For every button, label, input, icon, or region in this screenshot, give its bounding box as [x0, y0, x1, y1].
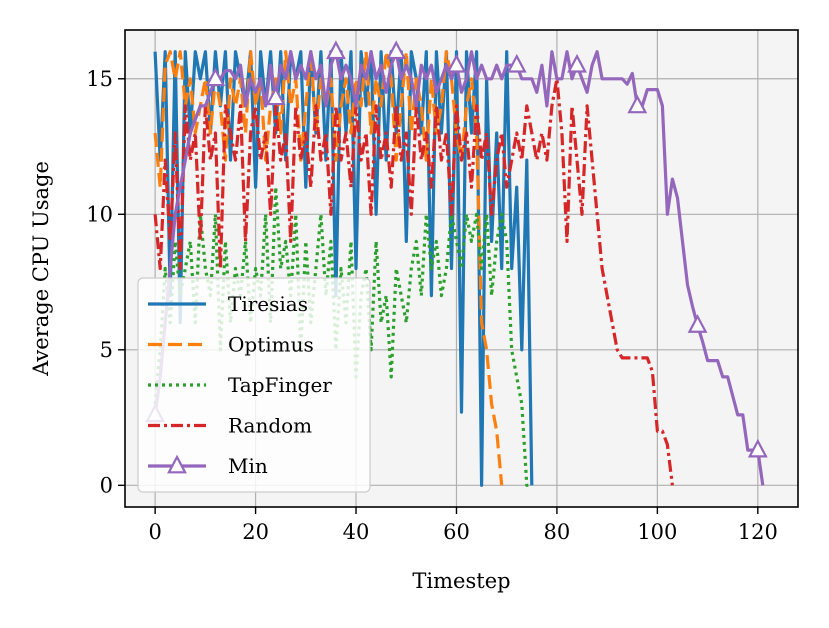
- legend-marker: [167, 454, 187, 474]
- min-marker: [567, 53, 587, 73]
- axis-ticks: 0 20 40 60 80 100 120 0 5 10 15: [86, 67, 778, 544]
- legend-box: [137, 277, 371, 493]
- legend-label: TapFinger: [228, 373, 332, 397]
- legend-label: Random: [228, 414, 312, 438]
- x-tick-label: 0: [148, 520, 161, 544]
- y-tick-label: 15: [86, 67, 113, 91]
- plot-frame: [124, 29, 799, 508]
- legend: Tiresias Optimus TapFinger Random Min: [137, 277, 371, 493]
- x-tick-label: 120: [738, 520, 778, 544]
- legend-label: Min: [228, 454, 268, 478]
- y-tick-label: 5: [100, 338, 113, 362]
- legend-label: Tiresias: [228, 292, 308, 316]
- x-tick-label: 100: [637, 520, 677, 544]
- series-line-min: [153, 50, 765, 486]
- min-marker: [326, 40, 346, 60]
- x-axis-title: Timestep: [412, 569, 510, 593]
- x-tick-label: 60: [443, 520, 470, 544]
- min-marker: [446, 53, 467, 73]
- series-line-random: [153, 77, 674, 486]
- min-marker: [506, 53, 527, 73]
- y-tick-label: 0: [100, 473, 113, 497]
- legend-label: Optimus: [228, 333, 314, 357]
- y-axis-title: Average CPU Usage: [29, 161, 53, 377]
- min-marker: [265, 86, 286, 106]
- y-tick-label: 10: [86, 202, 113, 226]
- series-random: [153, 77, 674, 486]
- min-marker: [205, 67, 226, 87]
- x-tick-label: 80: [544, 520, 571, 544]
- min-marker: [627, 94, 648, 114]
- min-marker: [687, 314, 708, 333]
- min-marker: [386, 40, 407, 60]
- x-tick-label: 40: [343, 520, 370, 544]
- x-tick-label: 20: [242, 520, 269, 544]
- min-marker: [747, 438, 768, 458]
